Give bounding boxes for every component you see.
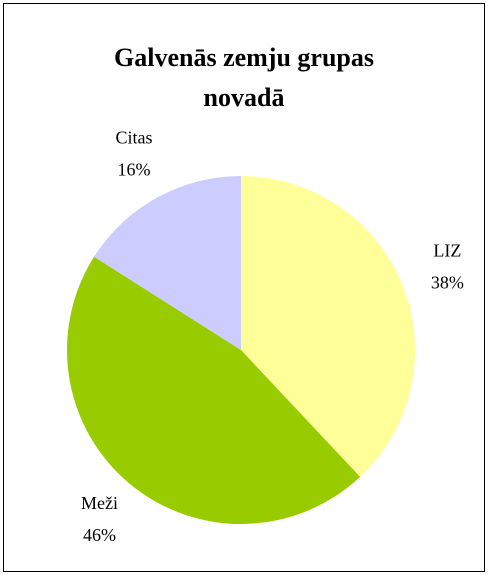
slice-value-label: 46% bbox=[83, 525, 116, 545]
slice-value-label: 16% bbox=[118, 160, 151, 180]
pie-slice bbox=[67, 256, 361, 524]
slice-label: Meži bbox=[81, 493, 118, 513]
chart-title: Galvenās zemju grupas novadā bbox=[114, 43, 374, 112]
pie-slice bbox=[241, 176, 415, 477]
slice-label: Citas bbox=[116, 128, 153, 148]
slice-label: LIZ bbox=[433, 240, 461, 260]
slice-value-label: 38% bbox=[431, 272, 464, 292]
frame bbox=[3, 3, 485, 572]
pie-slice bbox=[94, 176, 241, 350]
